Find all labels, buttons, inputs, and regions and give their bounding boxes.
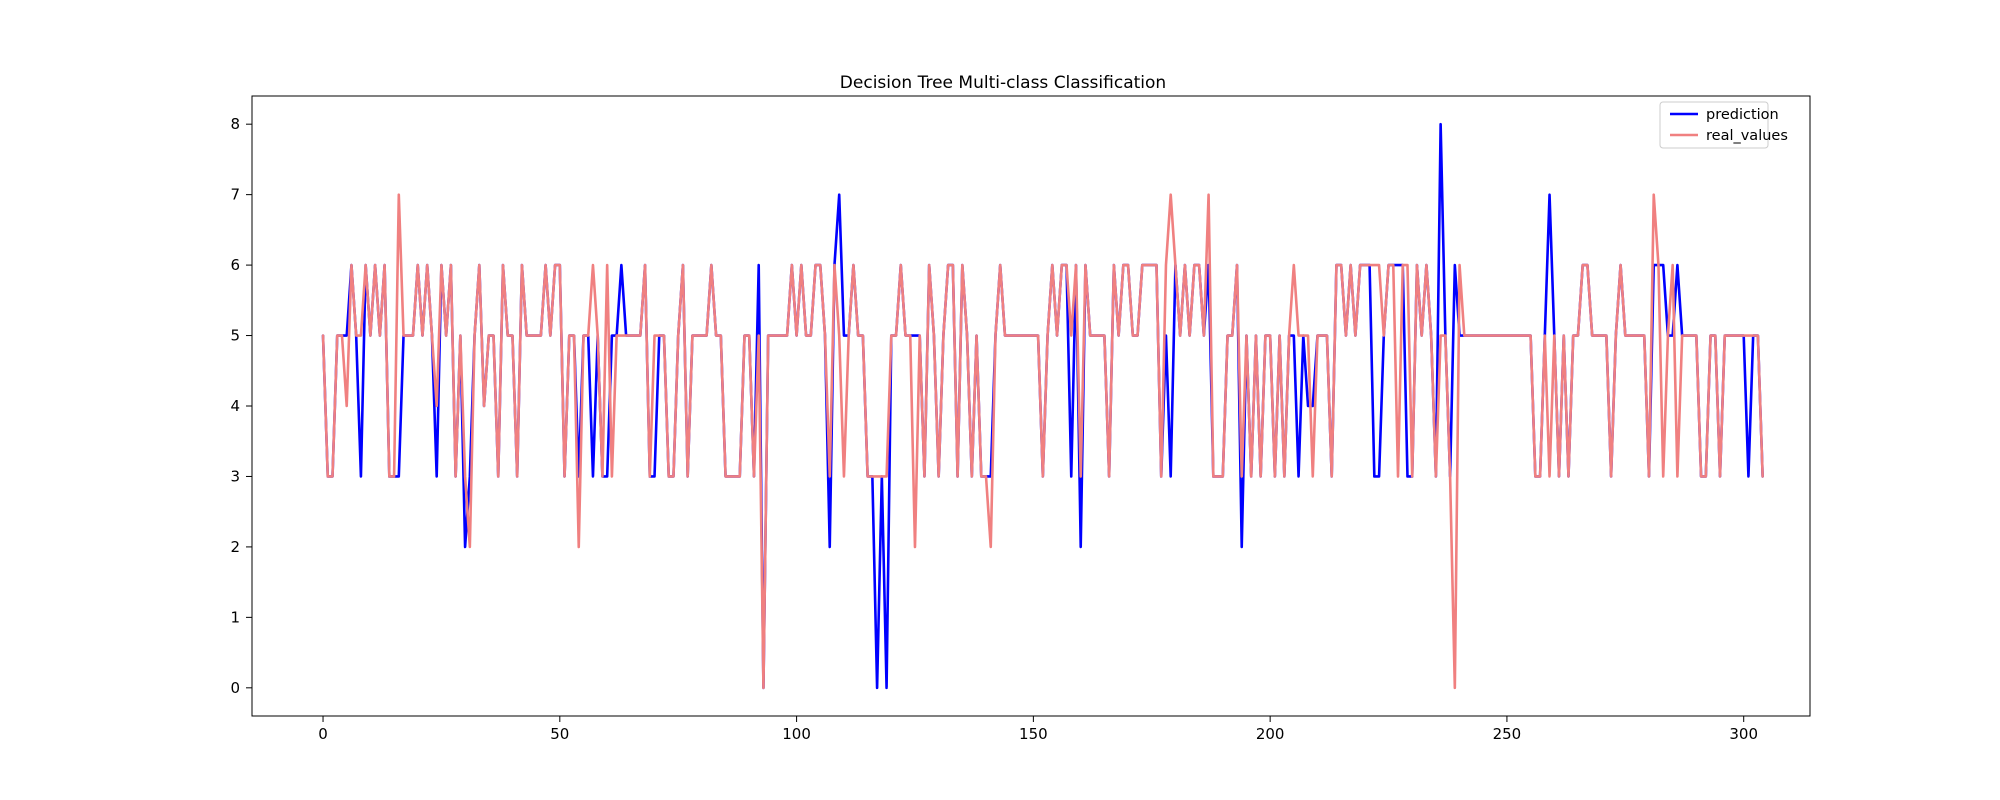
y-tick-label: 0 bbox=[230, 679, 240, 697]
chart-title: Decision Tree Multi-class Classification bbox=[840, 73, 1166, 93]
series-layer bbox=[321, 122, 1764, 690]
legend-label-prediction: prediction bbox=[1706, 107, 1779, 123]
legend-label-real-values: real_values bbox=[1706, 128, 1788, 144]
y-tick-label: 2 bbox=[230, 538, 240, 556]
plot-frame bbox=[251, 95, 1811, 717]
x-tick-label: 200 bbox=[1256, 725, 1285, 743]
y-tick-label: 4 bbox=[230, 397, 240, 415]
y-tick-label: 5 bbox=[230, 327, 240, 345]
x-tick-label: 0 bbox=[318, 725, 328, 743]
x-tick-label: 150 bbox=[1019, 725, 1048, 743]
x-tick-label: 50 bbox=[550, 725, 569, 743]
series-line-real-values bbox=[321, 193, 1764, 690]
y-tick-label: 3 bbox=[230, 467, 240, 485]
y-tick-label: 6 bbox=[230, 256, 240, 274]
x-tick-label: 100 bbox=[782, 725, 811, 743]
x-tick-label: 250 bbox=[1493, 725, 1522, 743]
y-tick-label: 7 bbox=[230, 186, 240, 204]
x-tick-label: 300 bbox=[1729, 725, 1758, 743]
y-tick-label: 8 bbox=[230, 115, 240, 133]
legend: prediction real_values bbox=[1659, 101, 1788, 149]
axes-layer: 0 50 100 150 200 250 300 0 1 2 3 4 5 6 7 8 bbox=[230, 95, 1811, 743]
y-tick-label: 1 bbox=[230, 608, 240, 626]
